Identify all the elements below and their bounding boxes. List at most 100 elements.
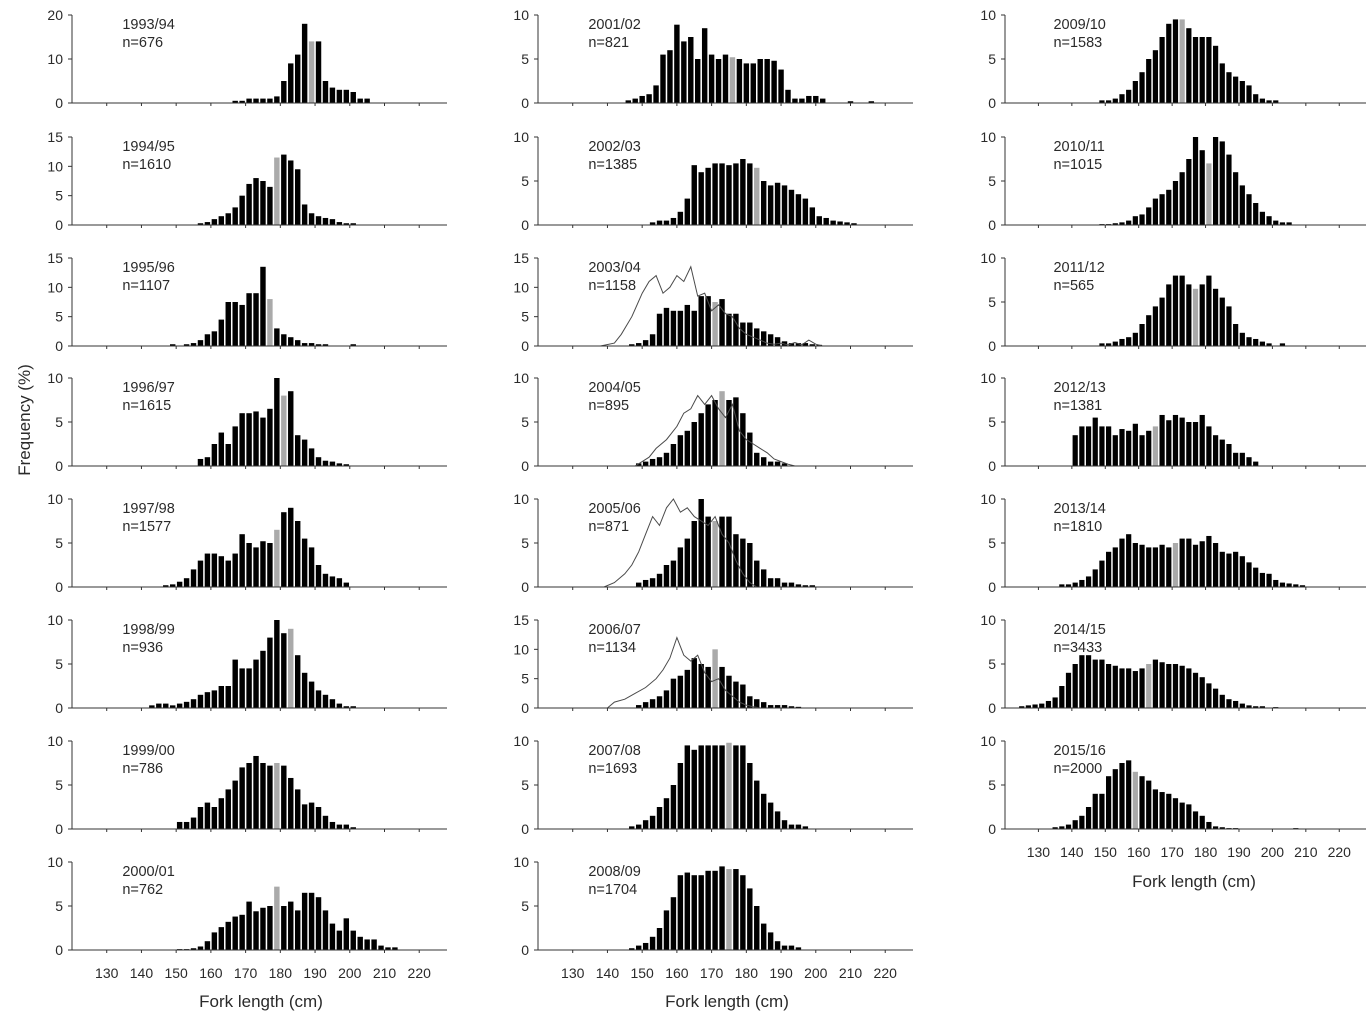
bar (660, 54, 666, 103)
y-tick-label: 0 (521, 217, 529, 233)
bar (329, 87, 336, 103)
bar (677, 547, 684, 587)
bar (163, 703, 169, 708)
y-tick-label: 0 (521, 700, 529, 716)
bar (204, 692, 211, 708)
bar (1166, 189, 1172, 225)
bar (771, 60, 777, 103)
y-tick-label: 10 (980, 612, 996, 628)
bar (1112, 223, 1118, 225)
y-tick-label: 5 (521, 173, 529, 189)
y-tick-label: 5 (55, 309, 63, 325)
y-tick-label: 0 (521, 942, 529, 958)
panel: 0 5 10 2000/01 n=762 (47, 854, 447, 958)
highlight-bar (1192, 288, 1199, 346)
bar (1273, 579, 1279, 587)
y-tick-label: 10 (513, 641, 529, 657)
bar (1112, 435, 1118, 466)
panel-n-label: n=676 (122, 35, 163, 51)
bar (691, 422, 697, 466)
bar (705, 404, 711, 466)
y-tick-label: 15 (513, 612, 529, 628)
bar (225, 444, 231, 466)
panel: 0 5 10 15 1995/96 n=1107 (47, 250, 447, 354)
y-tick-label: 15 (47, 250, 63, 266)
bar (747, 322, 753, 346)
bar (204, 457, 211, 466)
bar (218, 432, 225, 466)
bar (1266, 216, 1272, 225)
highlight-bar (712, 521, 718, 587)
panel-season-label: 2005/06 (588, 501, 640, 517)
bar (642, 340, 649, 346)
x-tick-label: 160 (199, 965, 223, 981)
bar (691, 165, 697, 225)
bar (1112, 341, 1118, 346)
bar (1152, 306, 1159, 346)
bar (225, 213, 231, 225)
bar (1052, 827, 1058, 829)
panel: 0 5 10 2009/10 n=1583 (980, 7, 1366, 111)
bar (1192, 137, 1199, 225)
x-tick-label: 190 (303, 965, 327, 981)
bar (1219, 694, 1225, 708)
bar (760, 569, 767, 587)
bar (677, 435, 684, 466)
bar (1286, 222, 1292, 225)
bar (1279, 222, 1286, 225)
bar (1212, 137, 1219, 225)
bar (1199, 37, 1205, 103)
bar (663, 910, 670, 950)
y-tick-label: 0 (55, 95, 63, 111)
bar (239, 304, 245, 346)
bar (197, 223, 204, 225)
bar (684, 872, 691, 950)
highlight-bar (281, 395, 287, 466)
bar (343, 706, 350, 708)
bar (837, 221, 843, 225)
bar (1206, 426, 1212, 466)
bar (760, 181, 767, 225)
bar (1112, 547, 1118, 587)
bar (1112, 769, 1118, 829)
bar (788, 343, 795, 346)
bar (294, 910, 301, 950)
bar (1159, 662, 1165, 708)
bar (183, 578, 190, 587)
bar (767, 705, 774, 708)
x-tick-label: 170 (234, 965, 258, 981)
bar (632, 98, 638, 103)
bar (747, 888, 753, 950)
bar (767, 932, 774, 950)
bar (239, 195, 245, 225)
bar (1126, 534, 1132, 587)
bar (1092, 659, 1098, 708)
panel: 0 5 10 2011/12 n=565 (980, 250, 1366, 354)
x-tick-label: 220 (1328, 844, 1352, 860)
bar (274, 328, 280, 346)
bar (698, 172, 704, 225)
bar (719, 163, 725, 225)
bar (253, 659, 259, 708)
y-tick-label: 5 (55, 777, 63, 793)
y-tick-label: 10 (513, 7, 529, 23)
bar (1246, 337, 1252, 346)
bar (757, 59, 763, 103)
bar (260, 541, 266, 587)
bar (809, 207, 816, 225)
bar (1166, 284, 1172, 346)
x-tick-label: 180 (269, 965, 293, 981)
bar (260, 763, 266, 829)
bar (329, 576, 336, 587)
x-tick-label: 190 (1227, 844, 1251, 860)
bar (1019, 706, 1025, 708)
bar (1186, 668, 1192, 708)
bar (656, 928, 663, 950)
bar (211, 553, 218, 587)
bar (1186, 284, 1192, 346)
bar (1166, 547, 1172, 587)
bar (343, 582, 350, 587)
bar (308, 681, 315, 708)
bar (211, 219, 218, 225)
bar (705, 745, 711, 829)
